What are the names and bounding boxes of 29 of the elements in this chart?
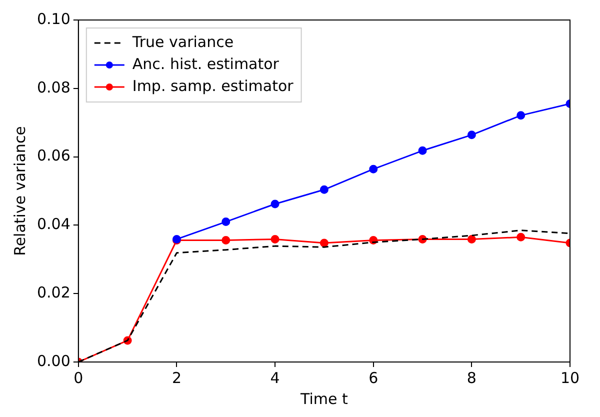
x-tick-label: 4 (270, 368, 280, 387)
x-tick-label: 8 (466, 368, 476, 387)
y-tick-label: 0.02 (36, 283, 70, 302)
point (516, 232, 526, 242)
point (270, 234, 280, 244)
x-axis-title: Time t (300, 390, 348, 408)
point (467, 130, 476, 140)
legend-label: Imp. samp. estimator (132, 76, 294, 95)
point (222, 236, 230, 244)
point (320, 238, 328, 248)
y-axis-title: Relative variance (10, 126, 29, 256)
y-tick-label: 0.06 (36, 146, 70, 165)
point (320, 185, 328, 194)
point (270, 200, 280, 208)
point (222, 218, 230, 226)
legend-label: Anc. hist. estimator (132, 54, 280, 73)
point (467, 234, 476, 244)
x-tick-label: 6 (368, 368, 378, 387)
y-tick-label: 0.08 (36, 78, 70, 96)
point (516, 111, 526, 120)
y-tick-label: 0.00 (36, 352, 70, 370)
point (369, 164, 378, 174)
point (418, 146, 427, 155)
x-tick-label: 0 (74, 368, 84, 387)
legend-label: True variance (131, 32, 234, 51)
y-tick-label: 0.10 (36, 10, 70, 28)
x-tick-label: 10 (560, 368, 580, 387)
y-tick-label: 0.04 (36, 215, 70, 234)
x-tick-label: 2 (172, 368, 182, 387)
